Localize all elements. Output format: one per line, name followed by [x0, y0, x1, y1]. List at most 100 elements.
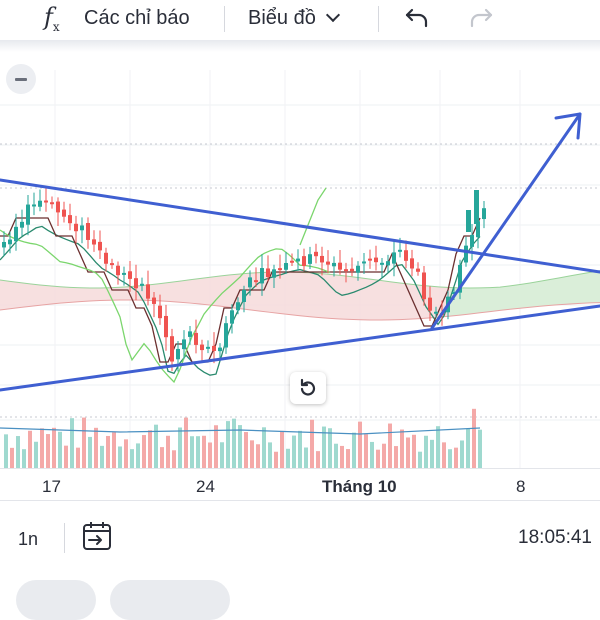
volume-bar	[160, 447, 164, 470]
volume-bar	[400, 429, 404, 470]
candle-body	[152, 297, 156, 304]
volume-ma-line	[0, 427, 481, 435]
fx-icon[interactable]: fx	[44, 3, 60, 34]
volume-bar	[268, 442, 272, 470]
volume-bar	[184, 417, 188, 470]
candle-body	[80, 225, 84, 231]
chart-type-label: Biểu đồ	[248, 6, 316, 29]
minus-icon	[15, 78, 27, 81]
undo-icon[interactable]	[404, 6, 432, 30]
candle-body	[362, 261, 366, 264]
volume-bar	[172, 450, 176, 470]
candle-body	[278, 268, 282, 271]
candle-body	[140, 283, 144, 286]
volume-bar	[322, 426, 326, 470]
calendar-arrow-icon[interactable]	[80, 519, 114, 553]
redo-icon[interactable]	[466, 6, 494, 30]
volume-bar	[334, 443, 338, 470]
candle-body	[50, 202, 54, 205]
volume-bar	[118, 446, 122, 470]
volume-bar	[70, 418, 74, 470]
candle-body	[98, 241, 102, 251]
conversion-line	[0, 217, 481, 363]
indicators-button[interactable]: Các chỉ báo	[84, 0, 190, 36]
volume-bar	[130, 449, 134, 470]
volume-bar	[46, 434, 50, 470]
volume-bar	[286, 448, 290, 470]
candle-body	[14, 226, 18, 242]
chart-type-button[interactable]: Biểu đồ	[248, 0, 340, 36]
upper-trendline	[0, 178, 600, 274]
candle-body	[218, 347, 222, 352]
volume-bar	[40, 428, 44, 470]
candle-body	[56, 201, 60, 213]
volume-bar	[466, 428, 470, 470]
date-axis[interactable]: 17 24 Tháng 10 8	[0, 468, 600, 499]
candle-body	[404, 250, 408, 261]
volume-bar	[358, 421, 362, 470]
candle-body	[320, 255, 324, 263]
volume-bar	[376, 449, 380, 470]
trend-drawings	[0, 112, 600, 392]
bottom-bar: 1n 18:05:41	[0, 500, 600, 577]
volume-bar	[10, 447, 14, 470]
candle-body	[428, 297, 432, 311]
date-label: 17	[42, 477, 61, 496]
lagging-span	[0, 229, 331, 384]
volume-bar	[196, 436, 200, 470]
candle-body	[344, 269, 348, 272]
candle-body	[386, 261, 390, 266]
candle-body	[170, 336, 174, 362]
volume-bar	[94, 427, 98, 470]
volume-bar	[28, 430, 32, 470]
volume-bar	[292, 435, 296, 470]
candle-body	[44, 200, 48, 203]
candle-body	[466, 210, 471, 232]
interval-button[interactable]: 1n	[18, 529, 39, 549]
candle-body	[416, 268, 420, 272]
volume-bar	[52, 427, 56, 470]
candle-body	[32, 204, 36, 207]
volume-bar	[274, 451, 278, 470]
volume-bar	[316, 451, 320, 470]
candle-body	[422, 272, 426, 300]
toolbar-shadow	[0, 40, 600, 52]
volume-bar	[310, 419, 314, 470]
ichimoku-cloud	[0, 270, 600, 321]
candle-body	[224, 323, 228, 348]
volume-bar	[280, 430, 284, 470]
volume-bar	[232, 418, 236, 470]
cloud-span-b	[0, 299, 600, 321]
volume-bar	[418, 451, 422, 470]
collapse-button[interactable]	[6, 64, 36, 94]
volume-bar	[352, 432, 356, 470]
volume-bar	[16, 436, 20, 470]
price-chart[interactable]	[0, 52, 600, 492]
bottom-pill-left[interactable]	[16, 580, 96, 620]
date-label: 24	[196, 477, 215, 496]
candle-body	[308, 254, 312, 264]
volume-bar	[370, 441, 374, 470]
candle-body	[206, 346, 210, 349]
candle-body	[470, 234, 474, 247]
candle-body	[452, 291, 456, 294]
candle-body	[338, 262, 342, 270]
reset-rotate-icon	[300, 378, 316, 396]
candle-body	[356, 265, 360, 273]
volume-bar	[304, 447, 308, 470]
volume-bars	[0, 408, 482, 470]
candle-body	[2, 241, 6, 248]
reset-chart-button[interactable]	[290, 372, 326, 404]
volume-bar	[64, 445, 68, 470]
volume-bar	[178, 427, 182, 470]
candle-body	[392, 252, 396, 264]
toolbar-divider	[378, 6, 379, 32]
candle-body	[230, 310, 234, 324]
candle-body	[134, 278, 138, 289]
volume-bar	[82, 417, 86, 470]
bottom-pill-right[interactable]	[110, 580, 230, 620]
volume-bar	[34, 441, 38, 470]
candle-body	[398, 249, 402, 252]
volume-bar	[22, 449, 26, 470]
date-label: Tháng 10	[322, 477, 397, 496]
